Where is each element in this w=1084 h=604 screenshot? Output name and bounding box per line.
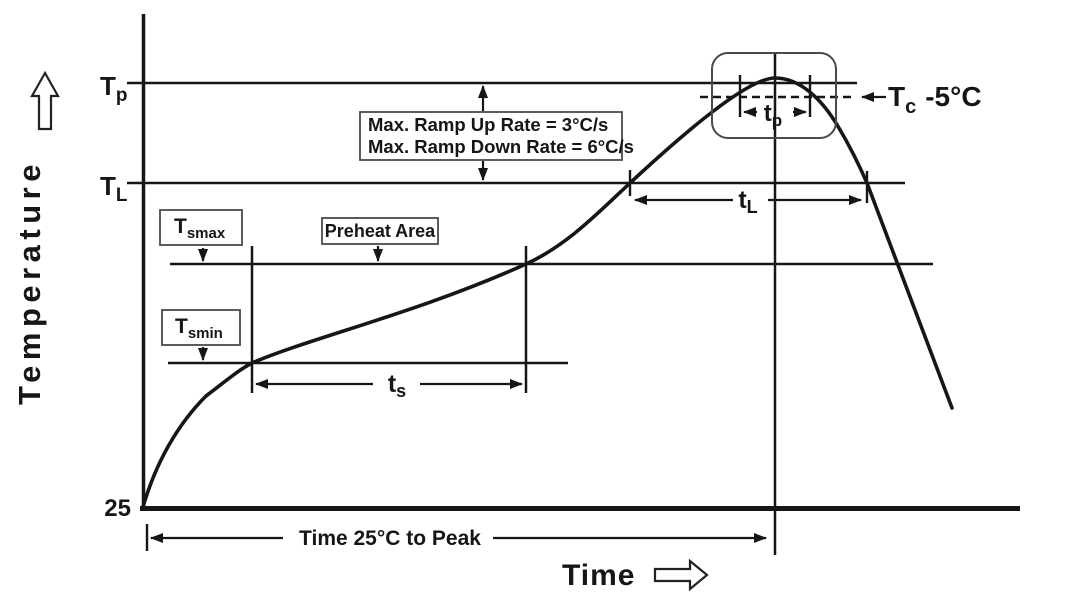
up-arrow-icon xyxy=(30,70,60,131)
origin-temp-label: 25 xyxy=(104,495,131,522)
tsmax-label: Tsmax xyxy=(174,215,226,242)
ramp-rate-box xyxy=(359,111,623,161)
preheat-label: Preheat Area xyxy=(325,221,436,241)
tsmin-label-box xyxy=(161,309,241,346)
preheat-label-box xyxy=(321,217,439,245)
tsmax-label-box xyxy=(159,209,243,246)
ramp-rate-line1: Max. Ramp Up Rate = 3°C/s xyxy=(368,114,608,135)
x-axis-title: Time xyxy=(562,559,635,592)
ramp-rate-line2: Max. Ramp Down Rate = 6°C/s xyxy=(368,136,634,157)
tsmin-label: Tsmin xyxy=(175,315,223,342)
peak-window-box xyxy=(711,52,837,139)
right-arrow-icon xyxy=(653,558,709,592)
tl-axis-label: TL xyxy=(100,171,128,206)
time-to-peak-label: Time 25°C to Peak xyxy=(299,527,481,550)
temperature-curve xyxy=(141,76,954,509)
y-axis-title: Temperature xyxy=(12,159,47,405)
ts-label: ts xyxy=(388,370,406,401)
tp-axis-label: Tp xyxy=(100,71,128,106)
tp-label: tp xyxy=(764,100,782,130)
tl-label: tL xyxy=(738,186,757,217)
tc-label: Tc -5°C xyxy=(888,81,982,118)
